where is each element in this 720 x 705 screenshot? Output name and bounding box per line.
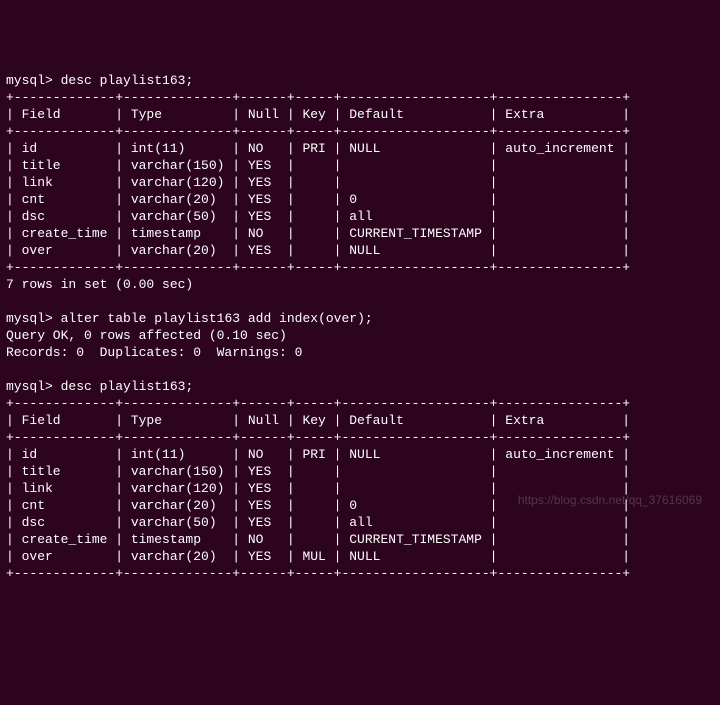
table2-border-header: +-------------+--------------+------+---… xyxy=(6,430,630,445)
table2-header: | Field | Type | Null | Key | Default | … xyxy=(6,413,630,428)
rows-in-set: 7 rows in set (0.00 sec) xyxy=(6,277,193,292)
table2-row: | id | int(11) | NO | PRI | NULL | auto_… xyxy=(6,447,630,462)
table1-row: | create_time | timestamp | NO | | CURRE… xyxy=(6,226,630,241)
table1-row: | dsc | varchar(50) | YES | | all | | xyxy=(6,209,630,224)
prompt: mysql> xyxy=(6,311,53,326)
table2-border-bottom: +-------------+--------------+------+---… xyxy=(6,566,630,581)
command-alter: alter table playlist163 add index(over); xyxy=(61,311,373,326)
table2-row: | title | varchar(150) | YES | | | | xyxy=(6,464,630,479)
terminal-output: mysql> desc playlist163; +-------------+… xyxy=(6,72,714,582)
table1-header: | Field | Type | Null | Key | Default | … xyxy=(6,107,630,122)
command-desc1: desc playlist163; xyxy=(61,73,194,88)
query-ok: Query OK, 0 rows affected (0.10 sec) xyxy=(6,328,287,343)
table2-row: | dsc | varchar(50) | YES | | all | | xyxy=(6,515,630,530)
table1-row: | over | varchar(20) | YES | | NULL | | xyxy=(6,243,630,258)
table2-row: | link | varchar(120) | YES | | | | xyxy=(6,481,630,496)
table2-row: | over | varchar(20) | YES | MUL | NULL … xyxy=(6,549,630,564)
table1-border-header: +-------------+--------------+------+---… xyxy=(6,124,630,139)
prompt: mysql> xyxy=(6,73,53,88)
table1-border-top: +-------------+--------------+------+---… xyxy=(6,90,630,105)
records-line: Records: 0 Duplicates: 0 Warnings: 0 xyxy=(6,345,302,360)
prompt: mysql> xyxy=(6,379,53,394)
table1-row: | link | varchar(120) | YES | | | | xyxy=(6,175,630,190)
table2-row: | create_time | timestamp | NO | | CURRE… xyxy=(6,532,630,547)
command-desc2: desc playlist163; xyxy=(61,379,194,394)
table2-row: | cnt | varchar(20) | YES | | 0 | | xyxy=(6,498,630,513)
table1-row: | title | varchar(150) | YES | | | | xyxy=(6,158,630,173)
table1-row: | id | int(11) | NO | PRI | NULL | auto_… xyxy=(6,141,630,156)
table1-border-bottom: +-------------+--------------+------+---… xyxy=(6,260,630,275)
table1-row: | cnt | varchar(20) | YES | | 0 | | xyxy=(6,192,630,207)
table2-border-top: +-------------+--------------+------+---… xyxy=(6,396,630,411)
